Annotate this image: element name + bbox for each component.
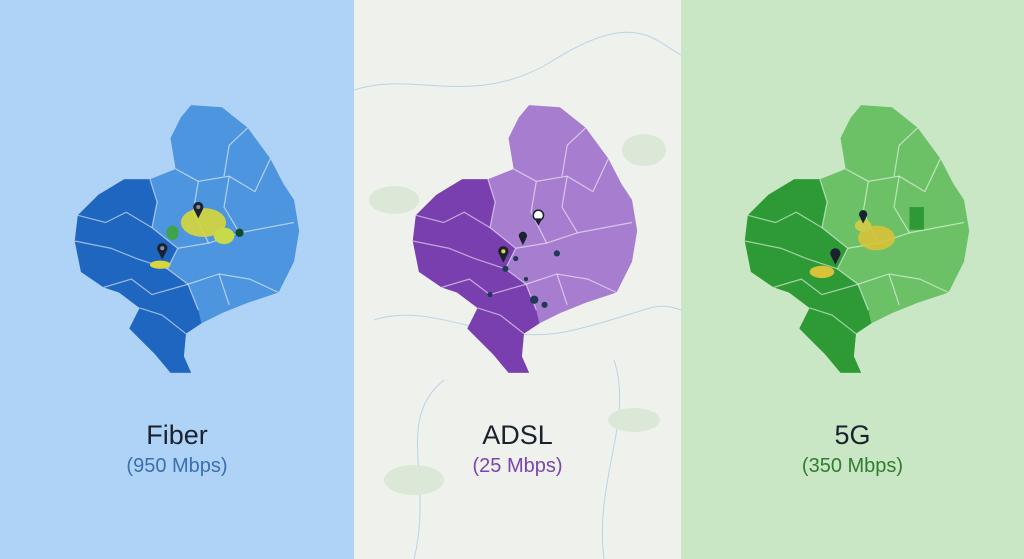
map-pin-icon [518,231,528,246]
panel-adsl: ADSL (25 Mbps) [354,0,681,559]
background-map [354,31,681,559]
panel-title: Fiber [146,420,208,450]
map-pin-icon [157,243,168,260]
map-pin-icon [498,246,509,263]
map-pin-icon [193,201,204,219]
panel-title: ADSL [482,420,553,450]
panel-speed: (25 Mbps) [472,455,563,477]
panel-title: 5G [834,420,871,450]
panel-speed: (350 Mbps) [801,455,904,477]
region-map-5g [744,105,970,373]
map-pin-icon [830,248,841,265]
panel-speed: (950 Mbps) [126,455,228,477]
panel-fiber: Fiber (950 Mbps) [0,0,354,559]
map-pin-icon [532,209,545,226]
region-map-adsl [412,105,638,373]
map-pin-icon [859,210,868,224]
region-map-fiber [74,105,300,373]
panel-5g: 5G (350 Mbps) [681,0,1024,559]
